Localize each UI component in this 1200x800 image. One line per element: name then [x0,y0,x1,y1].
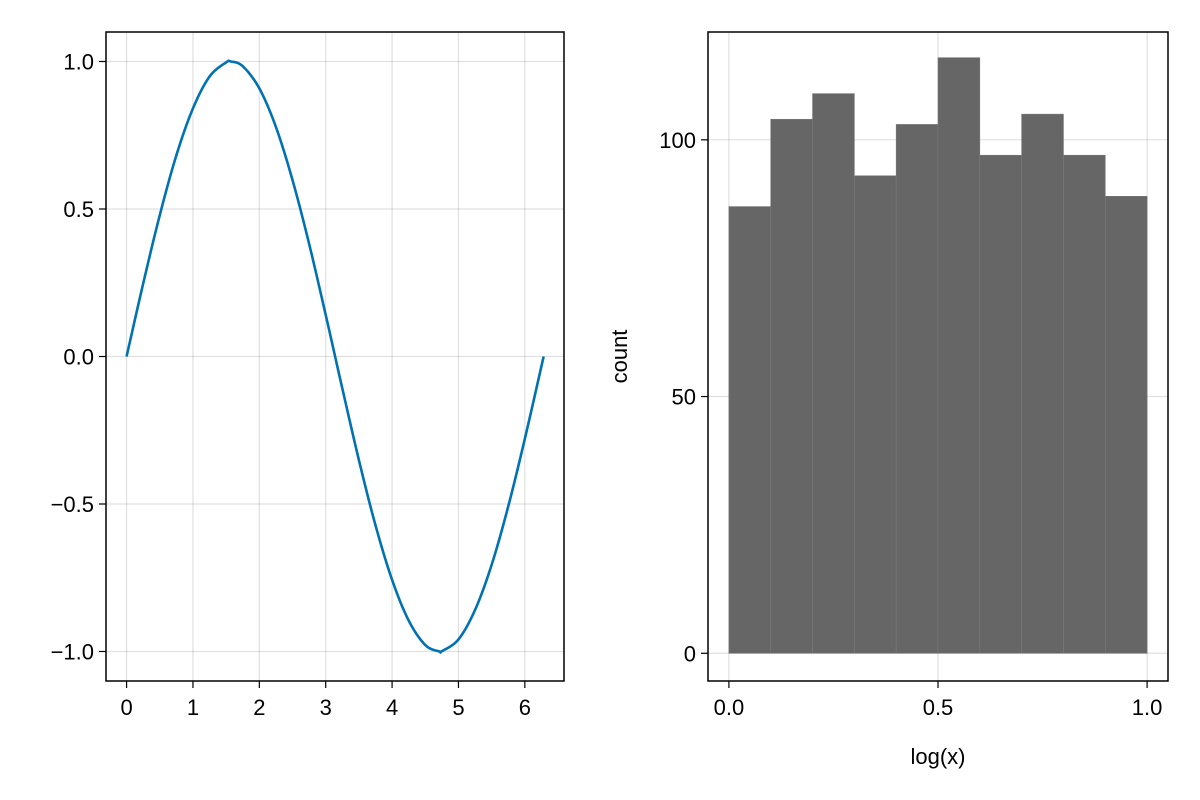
x-tick-label: 0.0 [714,695,745,720]
sine-series-line [125,59,545,654]
histogram-bar [1104,196,1148,654]
y-tick-label: 100 [659,128,696,153]
x-tick-label: 1 [187,695,199,720]
x-tick-label: 4 [386,695,398,720]
x-tick-label: 5 [452,695,464,720]
histogram-bar [854,175,897,654]
histogram-bar [770,118,813,654]
x-axis-label: log(x) [910,744,965,769]
x-tick-label: 0.5 [923,695,954,720]
y-tick-label: −0.5 [51,492,94,517]
x-tick-label: 6 [519,695,531,720]
y-tick-label: 1.0 [63,50,94,75]
x-tick-label: 3 [320,695,332,720]
histogram-bar [937,57,981,654]
histogram-bar [728,206,772,654]
histogram-bar [895,124,939,654]
y-tick-label: 0.0 [63,345,94,370]
y-tick-label: 0.5 [63,197,94,222]
histogram-bar [1021,113,1064,654]
histogram-bar [979,154,1022,654]
x-tick-label: 2 [253,695,265,720]
x-tick-label: 1.0 [1132,695,1163,720]
histogram-bar [1063,154,1106,654]
histogram-bar [812,93,855,654]
x-tick-label: 0 [120,695,132,720]
y-axis-label: count [607,330,632,384]
histogram-chart: 0.0 0.5 1.0 0 50 100 log(x) count [607,31,1169,769]
sine-line-chart: 0 1 2 3 4 5 6 1.0 0.5 0.0 −0.5 −1.0 [51,31,565,720]
y-tick-label: 50 [672,385,696,410]
y-tick-label: 0 [684,641,696,666]
y-tick-label: −1.0 [51,640,94,665]
